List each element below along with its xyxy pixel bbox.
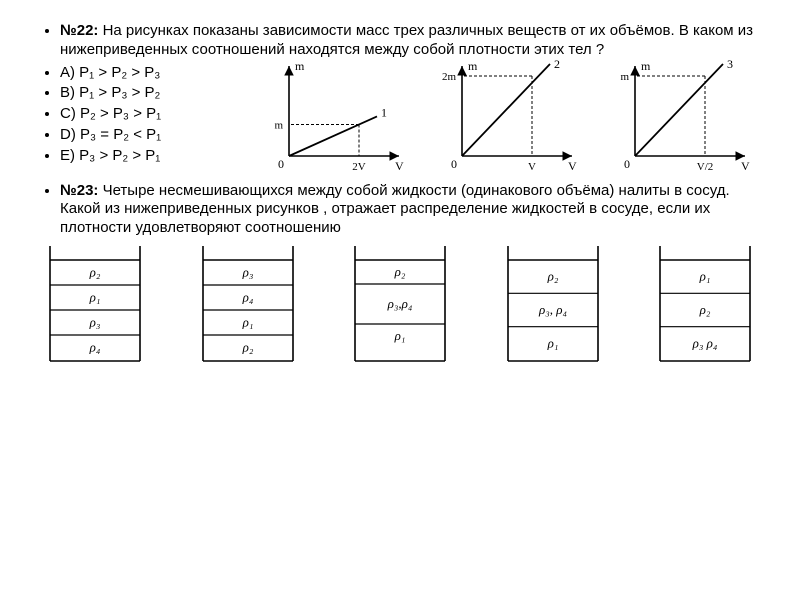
q22-question: №22: На рисунках показаны зависимости ма… <box>60 22 770 60</box>
svg-text:ρ₂: ρ₂ <box>546 268 558 283</box>
q22-answer-d: D) Р₃ = Р₂ < Р₁ <box>60 126 260 145</box>
svg-text:ρ₃: ρ₃ <box>89 314 101 329</box>
graph-3: m V 0 3 m V/2 <box>613 56 763 176</box>
q23-number: №23: <box>60 182 98 199</box>
svg-text:V: V <box>741 159 750 173</box>
svg-text:ρ₃, ρ₄: ρ₃, ρ₄ <box>537 302 566 317</box>
graph-1: m V 0 1 m 2V <box>267 56 417 176</box>
svg-text:ρ₃: ρ₃ <box>241 264 253 279</box>
svg-text:m: m <box>621 71 630 83</box>
q22-answer-c: C) Р₂ > Р₃ > Р₁ <box>60 105 260 124</box>
svg-text:ρ₁: ρ₁ <box>241 314 253 329</box>
svg-text:ρ₂: ρ₂ <box>394 264 406 279</box>
vessel-2: ρ₃ ρ₄ ρ₁ ρ₂ <box>193 246 303 362</box>
svg-text:ρ₃,ρ₄: ρ₃,ρ₄ <box>387 296 413 311</box>
svg-text:2: 2 <box>554 57 560 71</box>
svg-text:V/2: V/2 <box>697 161 714 173</box>
svg-text:m: m <box>274 119 283 131</box>
svg-text:V: V <box>568 159 577 173</box>
svg-text:2m: 2m <box>442 71 457 83</box>
svg-text:V: V <box>395 159 404 173</box>
vessels-row: ρ₂ ρ₁ ρ₃ ρ₄ ρ₃ ρ₄ ρ₁ ρ₂ ρ₂ ρ₃,ρ₄ ρ₁ ρ₂ ρ₃, ρ₄ ρ₁ ρ… <box>30 246 770 362</box>
svg-text:ρ₂: ρ₂ <box>89 264 101 279</box>
q23-text: Четыре несмешивающихся между собой жидко… <box>60 182 730 237</box>
q22-answer-b: B) Р₁ > Р₃ > Р₂ <box>60 84 260 103</box>
svg-text:1: 1 <box>381 105 387 119</box>
svg-text:0: 0 <box>624 157 630 171</box>
q22-answer-e: E) Р₃ > Р₂ > Р₁ <box>60 147 260 166</box>
svg-text:ρ₁: ρ₁ <box>699 268 711 283</box>
vessel-3: ρ₂ ρ₃,ρ₄ ρ₁ <box>345 246 455 362</box>
svg-text:ρ₂: ρ₂ <box>699 302 711 317</box>
svg-text:ρ₁: ρ₁ <box>394 328 406 343</box>
svg-text:V: V <box>528 161 536 173</box>
q22-number: №22: <box>60 22 98 39</box>
q22-text: На рисунках показаны зависимости масс тр… <box>60 22 753 58</box>
vessel-4: ρ₂ ρ₃, ρ₄ ρ₁ <box>498 246 608 362</box>
svg-text:0: 0 <box>451 157 457 171</box>
svg-text:ρ₁: ρ₁ <box>546 335 558 350</box>
q22-answer-a: A) Р₁ > Р₂ > Р₃ <box>60 64 260 83</box>
svg-text:ρ₁: ρ₁ <box>89 289 101 304</box>
svg-text:m: m <box>468 59 478 73</box>
q23-bullet: №23: Четыре несмешивающихся между собой … <box>60 182 770 238</box>
vessel-1: ρ₂ ρ₁ ρ₃ ρ₄ <box>40 246 150 362</box>
svg-text:m: m <box>641 59 651 73</box>
vessel-5: ρ₁ ρ₂ ρ₃ ρ₄ <box>650 246 760 362</box>
svg-text:ρ₄: ρ₄ <box>89 339 101 354</box>
svg-text:3: 3 <box>727 57 733 71</box>
svg-text:2V: 2V <box>352 161 366 173</box>
q22-graphs: m V 0 1 m 2V m V 0 2 2m V m V 0 3 m V/2 <box>260 56 770 176</box>
svg-text:0: 0 <box>278 157 284 171</box>
svg-text:ρ₃ ρ₄: ρ₃ ρ₄ <box>692 335 718 350</box>
graph-2: m V 0 2 2m V <box>440 56 590 176</box>
svg-text:ρ₄: ρ₄ <box>241 289 253 304</box>
svg-text:ρ₂: ρ₂ <box>241 339 253 354</box>
svg-text:m: m <box>295 59 305 73</box>
